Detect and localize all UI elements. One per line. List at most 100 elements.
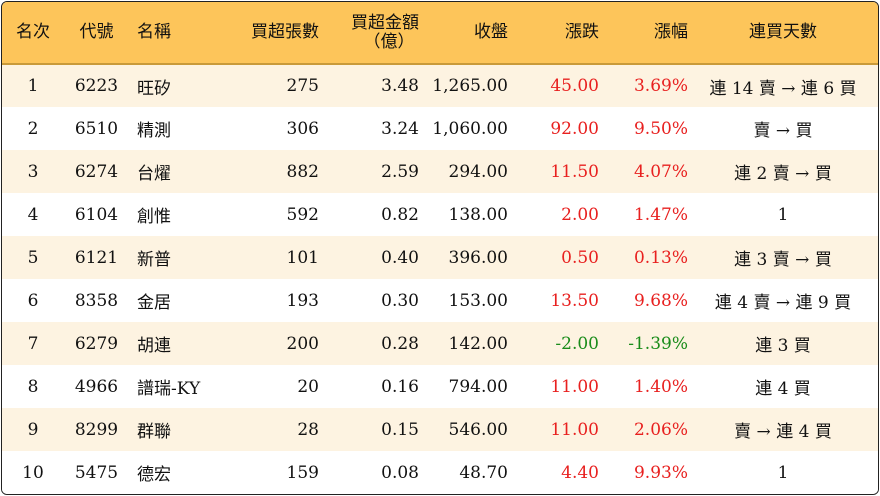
- cell-consecutive-days: 1: [777, 462, 789, 483]
- header-net-buy-amount-line1: 買超金額: [351, 12, 419, 33]
- table-header: 名次 代號 名稱 買超張數 買超金額 （億） 收盤 漲跌 漲幅 連買天數: [2, 2, 878, 65]
- cell-consecutive-days: 賣 → 連 4 買: [734, 422, 832, 442]
- cell-change: 92.00: [550, 118, 599, 139]
- table-row: 7 6279 胡連 200 0.28 142.00 -2.00 -1.39% 連 3 買: [2, 322, 878, 365]
- cell-code: 4966: [74, 376, 119, 397]
- cell-name: 群聯: [137, 422, 171, 442]
- cell-net-buy-amount: 0.30: [381, 290, 419, 311]
- header-rank: 名次: [2, 2, 64, 65]
- table-row: 6 8358 金居 193 0.30 153.00 13.50 9.68% 連 4 賣 → 連 …: [2, 279, 878, 322]
- cell-consecutive-days: 連 3 買: [755, 336, 811, 356]
- cell-rank: 4: [27, 204, 39, 225]
- cell-net-buy-amount: 3.24: [381, 118, 419, 139]
- header-change-pct: 漲幅: [599, 2, 688, 65]
- cell-code: 5475: [74, 462, 119, 483]
- cell-change-pct: 9.68%: [633, 290, 688, 311]
- cell-close: 1,060.00: [432, 118, 508, 139]
- cell-net-buy-amount: 2.59: [381, 161, 419, 182]
- cell-rank: 5: [27, 247, 39, 268]
- cell-code: 6279: [74, 333, 119, 354]
- cell-change-pct: 9.50%: [633, 118, 688, 139]
- cell-close: 138.00: [448, 204, 508, 225]
- table-row: 1 6223 旺矽 275 3.48 1,265.00 45.00 3.69% 連 14 賣 →…: [2, 64, 878, 107]
- cell-change-pct: 9.93%: [633, 462, 688, 483]
- table-row: 2 6510 精測 306 3.24 1,060.00 92.00 9.50% 賣 → 買: [2, 107, 878, 150]
- cell-rank: 10: [22, 462, 44, 483]
- cell-rank: 8: [27, 376, 39, 397]
- cell-code: 8299: [74, 419, 119, 440]
- cell-name: 旺矽: [137, 78, 171, 99]
- cell-change-pct: 4.07%: [633, 161, 688, 182]
- cell-net-buy-lots: 306: [286, 118, 319, 139]
- cell-code: 6510: [74, 118, 119, 139]
- cell-rank: 3: [27, 161, 39, 182]
- cell-change: 4.40: [561, 462, 599, 483]
- header-net-buy-amount-line2: （億）: [363, 31, 415, 52]
- cell-change: 11.00: [550, 419, 599, 440]
- cell-name: 新普: [137, 250, 171, 270]
- header-close: 收盤: [419, 2, 508, 65]
- cell-code: 6104: [74, 204, 119, 225]
- cell-net-buy-lots: 200: [286, 333, 319, 354]
- cell-name: 胡連: [137, 336, 171, 356]
- cell-net-buy-lots: 28: [297, 419, 319, 440]
- cell-consecutive-days: 1: [777, 204, 789, 225]
- cell-rank: 7: [27, 333, 39, 354]
- cell-change-pct: 3.69%: [633, 76, 688, 96]
- cell-net-buy-amount: 0.16: [381, 376, 419, 397]
- cell-name: 譜瑞-KY: [137, 379, 201, 399]
- cell-rank: 9: [27, 419, 39, 440]
- cell-close: 396.00: [448, 247, 508, 268]
- cell-net-buy-lots: 159: [286, 462, 319, 483]
- cell-name: 精測: [137, 121, 171, 141]
- header-net-buy-lots: 買超張數: [223, 2, 319, 65]
- cell-consecutive-days: 連 3 賣 → 買: [734, 250, 832, 270]
- cell-close: 153.00: [448, 290, 508, 311]
- cell-change: 0.50: [561, 247, 599, 268]
- cell-net-buy-amount: 0.82: [381, 204, 419, 225]
- cell-close: 142.00: [448, 333, 508, 354]
- cell-code: 8358: [74, 290, 119, 311]
- cell-change: 2.00: [561, 204, 599, 225]
- cell-change-pct: 0.13%: [633, 247, 688, 268]
- table-body: 1 6223 旺矽 275 3.48 1,265.00 45.00 3.69% 連 14 賣 →…: [2, 64, 878, 494]
- cell-close: 294.00: [448, 161, 508, 182]
- cell-name: 金居: [137, 293, 171, 313]
- header-code: 代號: [64, 2, 129, 65]
- table-row: 10 5475 德宏 159 0.08 48.70 4.40 9.93% 1: [2, 451, 878, 494]
- cell-net-buy-amount: 0.08: [381, 462, 419, 483]
- cell-rank: 6: [27, 290, 39, 311]
- cell-change-pct: 1.40%: [633, 376, 688, 397]
- header-change: 漲跌: [508, 2, 599, 65]
- cell-change-pct: 2.06%: [633, 419, 688, 440]
- table-row: 5 6121 新普 101 0.40 396.00 0.50 0.13% 連 3 賣 → 買: [2, 236, 878, 279]
- cell-consecutive-days: 連 4 賣 → 連 9 買: [714, 293, 852, 313]
- cell-change: -2.00: [555, 333, 599, 354]
- cell-consecutive-days: 連 2 賣 → 買: [734, 164, 832, 184]
- cell-name: 德宏: [137, 465, 171, 485]
- cell-net-buy-lots: 275: [286, 76, 319, 96]
- cell-rank: 2: [27, 118, 39, 139]
- table-row: 8 4966 譜瑞-KY 20 0.16 794.00 11.00 1.40% 連 4 買: [2, 365, 878, 408]
- cell-net-buy-amount: 0.40: [381, 247, 419, 268]
- table-row: 9 8299 群聯 28 0.15 546.00 11.00 2.06% 賣 → 連 4 買: [2, 408, 878, 451]
- cell-net-buy-lots: 193: [286, 290, 319, 311]
- cell-name: 創惟: [137, 207, 171, 227]
- header-net-buy-amount: 買超金額 （億）: [319, 2, 419, 65]
- cell-code: 6223: [74, 76, 119, 96]
- header-consecutive-days: 連買天數: [688, 2, 878, 65]
- header-row: 名次 代號 名稱 買超張數 買超金額 （億） 收盤 漲跌 漲幅 連買天數: [2, 2, 878, 65]
- cell-net-buy-lots: 882: [286, 161, 319, 182]
- cell-net-buy-lots: 592: [286, 204, 319, 225]
- cell-code: 6274: [74, 161, 119, 182]
- cell-name: 台燿: [137, 164, 171, 184]
- cell-net-buy-lots: 20: [297, 376, 319, 397]
- cell-net-buy-amount: 0.28: [381, 333, 419, 354]
- cell-code: 6121: [74, 247, 119, 268]
- cell-rank: 1: [27, 76, 39, 96]
- cell-net-buy-amount: 3.48: [381, 76, 419, 96]
- cell-close: 1,265.00: [432, 76, 508, 96]
- cell-change: 13.50: [550, 290, 599, 311]
